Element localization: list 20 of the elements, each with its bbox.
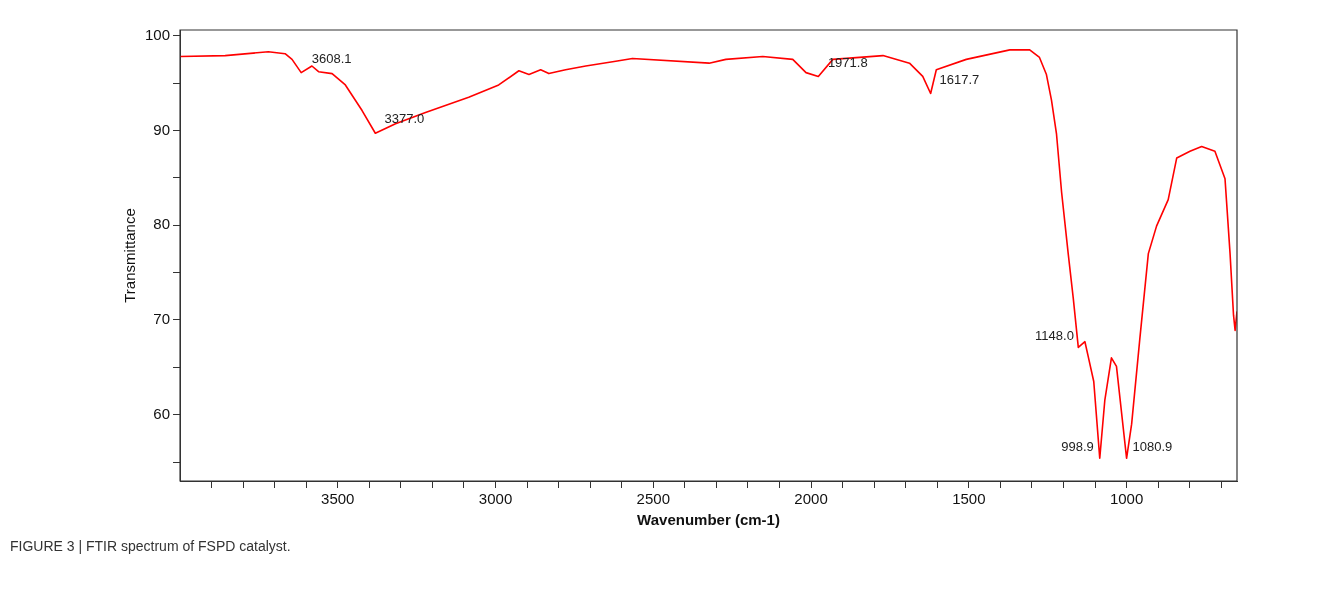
y-tick-label: 100 [145,25,171,43]
caption: FIGURE 3 | FTIR spectrum of FSPD catalyst. [10,538,292,554]
annotation: 998.9 [1061,439,1094,455]
annotation: 1148.0 [1035,328,1074,344]
x-tick-label: 2000 [794,490,828,508]
y-axis-title: Transmittance [121,208,139,303]
y-tick-label: 90 [153,120,171,138]
x-tick-label: 1000 [1109,490,1144,508]
annotation: 1617.7 [939,71,980,87]
annotation: 3608.1 [311,50,352,66]
annotation: 1080.9 [1132,439,1173,455]
y-tick-label: 80 [153,215,171,233]
y-tick-label: 60 [153,404,171,422]
x-tick-label: 2500 [636,490,670,508]
x-axis-title: Wavenumber (cm-1) [637,511,780,529]
annotation: 1971.8 [827,54,868,70]
x-tick-label: 1500 [952,490,986,508]
x-tick-label: 3000 [478,490,513,508]
y-tick-label: 70 [153,310,171,328]
x-tick-label: 3500 [321,490,355,508]
